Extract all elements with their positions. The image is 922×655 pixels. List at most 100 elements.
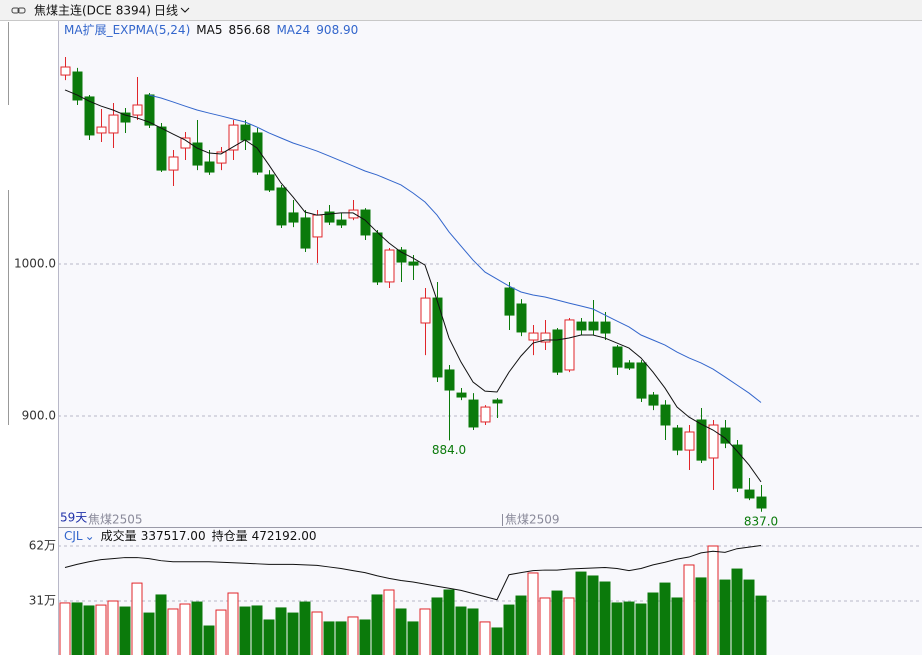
candle-body — [60, 66, 71, 76]
candle-body — [228, 124, 239, 151]
volume-bar — [275, 607, 287, 655]
volume-bar — [575, 571, 587, 655]
candle-body — [516, 303, 527, 333]
legend-name: MA5 — [196, 23, 223, 37]
candle-body — [204, 161, 215, 173]
candle-body — [456, 392, 467, 398]
volume-bar — [59, 602, 71, 655]
candle-body — [192, 142, 203, 166]
candle-body — [648, 394, 659, 406]
volume-bar — [287, 612, 299, 655]
candle-body — [444, 369, 455, 391]
legend-value: 472192.00 — [251, 529, 317, 543]
candle-body — [552, 329, 563, 373]
candle-body — [108, 114, 119, 134]
volume-bar — [431, 597, 443, 655]
volume-bar — [467, 608, 479, 655]
candle-body — [72, 71, 83, 101]
open-interest-line — [64, 544, 762, 601]
candle-body — [432, 297, 443, 378]
ma-line — [148, 94, 762, 403]
y-tick-label: 62万 — [29, 538, 56, 552]
candle-body — [240, 124, 251, 141]
candle-body — [600, 321, 611, 334]
volume-bar — [107, 600, 119, 655]
legend-name: 持仓量 — [211, 529, 248, 543]
candle-body — [672, 427, 683, 451]
dropdown[interactable]: ⌄ — [84, 529, 95, 543]
contract-label: 焦煤2505 — [88, 513, 143, 527]
volume-bar — [371, 594, 383, 655]
link-icon[interactable] — [11, 7, 20, 14]
volume-bar — [419, 608, 431, 655]
legend-value: 337517.00 — [140, 529, 206, 543]
volume-bar — [503, 604, 515, 655]
candle-body — [756, 496, 767, 509]
volume-bar — [539, 597, 551, 655]
volume-bar — [455, 606, 467, 655]
candle-body — [708, 424, 719, 459]
period[interactable]: 日线 — [154, 4, 178, 18]
period-dropdown[interactable] — [180, 7, 190, 13]
volume-bar — [347, 616, 359, 655]
volume-bar — [215, 609, 227, 655]
volume-bar — [719, 579, 731, 655]
candle-body — [288, 212, 299, 223]
candle-body — [144, 94, 155, 126]
volume-bar — [383, 589, 395, 655]
volume-bar — [671, 597, 683, 655]
candle-body — [324, 211, 335, 223]
candle-body — [384, 249, 395, 283]
price-legend: MA扩展_EXPMA(5,24) MA5 856.68 MA24 908.90 — [64, 23, 364, 37]
volume-bar — [203, 625, 215, 655]
volume-bar — [491, 627, 503, 655]
indicator-name[interactable]: MA扩展_EXPMA(5,24) — [64, 23, 191, 37]
candle-body — [624, 362, 635, 369]
candle-body — [504, 287, 515, 316]
candle-body — [132, 104, 143, 116]
y-tick-label: 900.0 — [22, 409, 56, 423]
candle-body — [276, 187, 287, 226]
volume-bar — [647, 592, 659, 655]
low-label: 884.0 — [432, 443, 466, 457]
volume-bar — [131, 582, 143, 655]
volume-bar — [155, 594, 167, 655]
legend-name: 成交量 — [100, 529, 137, 543]
volume-bar — [755, 595, 767, 655]
volume-bar — [83, 605, 95, 655]
candle-body — [480, 406, 491, 423]
candle-body — [636, 362, 647, 399]
candle-body — [612, 346, 623, 368]
volume-bar — [683, 564, 695, 655]
volume-bar — [443, 589, 455, 655]
candle-body — [744, 489, 755, 499]
volume-bar — [71, 602, 83, 655]
volume-legend: CJL ⌄ 成交量 337517.00 持仓量 472192.00 — [64, 529, 323, 543]
candle-body — [372, 232, 383, 283]
candle-body — [492, 399, 503, 404]
volume-bar — [599, 581, 611, 655]
volume-bar — [731, 568, 743, 655]
volume-bar — [395, 608, 407, 655]
volume-bar — [479, 621, 491, 655]
candle-body — [168, 156, 179, 171]
volume-bar — [695, 577, 707, 655]
candle-body — [360, 209, 371, 236]
volume-bar — [299, 601, 311, 655]
volume-bar — [167, 608, 179, 655]
volume-bar — [743, 579, 755, 655]
legend-value: 908.90 — [316, 23, 359, 37]
candle-body — [396, 249, 407, 263]
volume-bar — [563, 597, 575, 655]
ma-line — [64, 89, 762, 483]
volume-bar — [515, 595, 527, 655]
y-tick-label: 1000.0 — [14, 257, 56, 271]
volume-bar — [587, 575, 599, 655]
contract-label: 焦煤2509 — [505, 513, 560, 527]
volume-bar — [323, 621, 335, 655]
volume-bar — [227, 592, 239, 655]
link-icon[interactable] — [17, 7, 26, 14]
instrument-title[interactable]: 焦煤主连(DCE 8394) — [34, 3, 151, 18]
indicator-name[interactable]: CJL — [64, 529, 83, 543]
